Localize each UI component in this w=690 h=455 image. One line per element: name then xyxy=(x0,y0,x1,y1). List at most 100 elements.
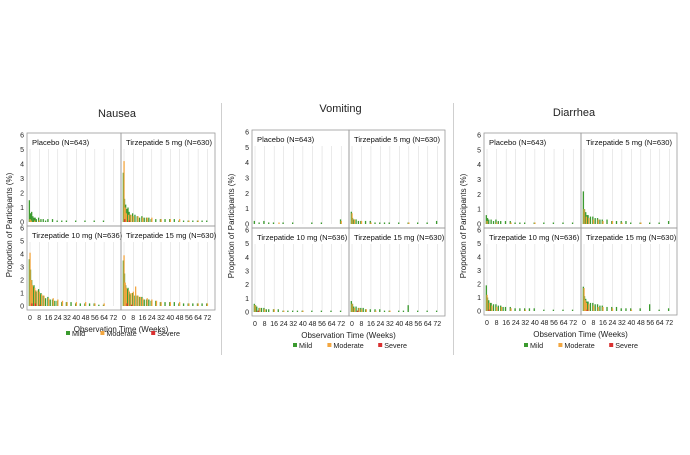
bar-mild xyxy=(42,219,44,222)
bar-moderate xyxy=(486,221,488,224)
x-tick-label: 72 xyxy=(433,321,441,328)
bar-moderate xyxy=(365,309,367,312)
bar-mild xyxy=(486,218,489,224)
bar-mild xyxy=(350,301,352,312)
x-tick-label: 64 xyxy=(656,320,664,327)
bar-mild xyxy=(44,220,47,222)
bar-moderate xyxy=(597,219,599,224)
bar-mild xyxy=(615,306,618,311)
legend-swatch-moderate xyxy=(558,343,563,347)
x-tick-label: 0 xyxy=(253,321,257,328)
bar-mild xyxy=(353,306,355,312)
bar-mild xyxy=(543,222,545,224)
y-tick-label: 6 xyxy=(20,133,24,140)
bar-mild xyxy=(504,221,507,224)
bar-mild xyxy=(263,307,265,312)
bar-mild xyxy=(32,216,34,222)
bar-mild xyxy=(84,303,86,306)
x-tick-label: 48 xyxy=(405,321,413,328)
bar-mild xyxy=(504,306,507,311)
bar-mild xyxy=(187,303,189,306)
legend-label-mild: Mild xyxy=(299,341,312,350)
bar-mild xyxy=(150,219,152,222)
bar-moderate xyxy=(66,302,68,306)
facet-frame xyxy=(580,227,678,316)
bar-mild xyxy=(398,222,400,224)
y-tick-label: 6 xyxy=(20,226,24,233)
bar-mild xyxy=(122,260,125,306)
x-tick-label: 72 xyxy=(569,320,577,327)
bar-moderate xyxy=(358,307,360,312)
bar-mild xyxy=(417,310,419,312)
bar-moderate xyxy=(169,219,172,222)
x-tick-label: 64 xyxy=(424,321,432,328)
bar-mild xyxy=(364,309,367,312)
facet-label: Placebo (N=643) xyxy=(257,135,315,144)
bar-mild xyxy=(523,222,526,224)
legend-swatch-mild xyxy=(293,343,297,347)
bar-mild xyxy=(155,219,157,222)
bar-moderate xyxy=(602,306,604,311)
bar-moderate xyxy=(29,219,31,222)
facet-frame xyxy=(580,132,678,229)
facet-label: Placebo (N=643) xyxy=(489,138,547,147)
bar-mild xyxy=(164,219,166,222)
y-tick-label: 6 xyxy=(477,228,481,235)
bar-mild xyxy=(649,222,651,224)
bar-moderate xyxy=(139,296,141,306)
bar-moderate xyxy=(206,303,209,306)
bar-mild xyxy=(571,222,574,224)
bar-moderate xyxy=(353,307,356,312)
bar-moderate xyxy=(146,217,148,222)
y-tick-label: 4 xyxy=(245,255,249,262)
bar-mild xyxy=(339,310,342,312)
bar-mild xyxy=(630,308,632,311)
y-tick-label: 2 xyxy=(245,282,249,289)
bar-moderate xyxy=(38,291,40,306)
legend-swatch-severe xyxy=(151,331,156,335)
facet-frame xyxy=(348,129,446,229)
y-tick-label: 3 xyxy=(245,269,249,276)
bar-mild xyxy=(56,300,58,306)
y-axis-title: Proportion of Participants (%) xyxy=(227,173,236,278)
x-tick-label: 0 xyxy=(485,320,489,327)
bar-mild xyxy=(523,308,526,311)
y-axis-title: Proportion of Participants (%) xyxy=(5,172,14,277)
legend-swatch-moderate xyxy=(327,343,332,347)
vomiting-panel-title: Vomiting xyxy=(319,103,362,115)
bar-moderate xyxy=(340,220,342,224)
bar-moderate xyxy=(84,302,87,306)
x-tick-label: 48 xyxy=(637,320,645,327)
bar-mild xyxy=(75,303,77,306)
bar-mild xyxy=(639,308,641,311)
bar-mild xyxy=(93,220,95,222)
x-tick-label: 56 xyxy=(646,320,654,327)
bar-mild xyxy=(272,222,275,224)
y-tick-label: 3 xyxy=(477,177,481,184)
bar-moderate xyxy=(125,287,128,306)
bar-moderate xyxy=(640,222,642,224)
bar-moderate xyxy=(146,298,148,306)
bar-mild xyxy=(311,310,313,312)
legend-swatch-mild xyxy=(524,343,528,347)
x-tick-label: 72 xyxy=(203,315,211,322)
facet-label: Tirzepatide 5 mg (N=630) xyxy=(126,138,213,147)
bar-mild xyxy=(47,219,49,222)
bar-mild xyxy=(129,214,131,222)
bar-mild xyxy=(379,309,381,312)
y-tick-label: 5 xyxy=(477,241,481,248)
bar-mild xyxy=(122,172,125,222)
bar-moderate xyxy=(585,216,588,224)
facet-frame xyxy=(251,129,350,229)
bar-moderate xyxy=(36,290,38,306)
bar-moderate xyxy=(160,302,162,306)
facet-label: Tirzepatide 15 mg (N=630) xyxy=(586,233,677,242)
bar-mild xyxy=(178,220,180,222)
bar-mild xyxy=(601,219,603,224)
bar-mild xyxy=(173,302,175,306)
bar-mild xyxy=(54,300,56,306)
bar-moderate xyxy=(611,308,614,311)
bar-mild xyxy=(37,217,40,222)
x-tick-label: 56 xyxy=(550,320,558,327)
